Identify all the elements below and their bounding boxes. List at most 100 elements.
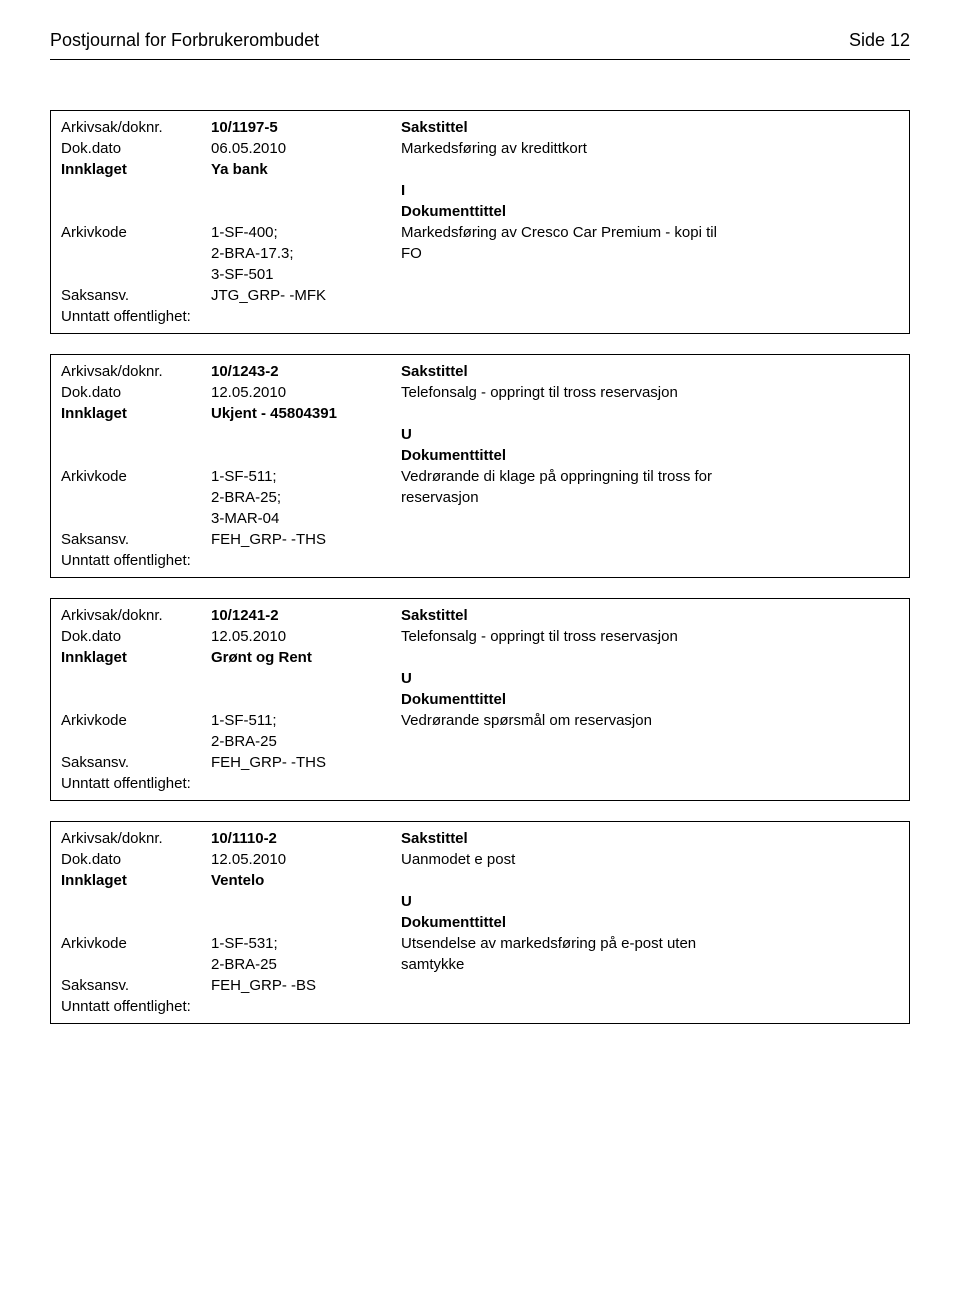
- dokumenttittel-value: samtykke: [401, 954, 899, 975]
- row-saksansv: Saksansv. FEH_GRP- -THS: [61, 752, 899, 773]
- row-direction: I: [61, 180, 899, 201]
- row-direction: U: [61, 424, 899, 445]
- record: Arkivsak/doknr. 10/1243-2 SakstittelDok.da…: [50, 354, 910, 578]
- row-saksansv: Saksansv.FEH_GRP- -THS: [61, 529, 899, 550]
- row-arkivsak: Arkivsak/doknr. 10/1197-5 Sakstittel: [61, 117, 899, 138]
- dokumenttittel-value: reservasjon: [401, 487, 899, 508]
- innklaget-value: Ventelo: [211, 870, 391, 891]
- sakstittel-value: Uanmodet e post: [401, 849, 899, 870]
- row-innklaget: Innklaget Ukjent - 45804391: [61, 403, 899, 424]
- row-arkivkode: 3-SF-501: [61, 264, 899, 285]
- row-arkivsak: Arkivsak/doknr. 10/1243-2 Sakstittel: [61, 361, 899, 382]
- dokumenttittel-label: Dokumenttittel: [401, 912, 899, 933]
- row-direction: U: [61, 668, 899, 689]
- innklaget-label: Innklaget: [61, 403, 201, 424]
- row-direction: U: [61, 891, 899, 912]
- arkivkode-value: 2-BRA-17.3;: [211, 243, 391, 264]
- row-arkivsak: Arkivsak/doknr.10/1241-2Sakstittel: [61, 605, 899, 626]
- records-container: Arkivsak/doknr.10/1197-5SakstittelDok.da…: [50, 110, 910, 1024]
- arkivkode-value: 1-SF-400;: [211, 222, 391, 243]
- unntatt-label: Unntatt offentlighet:: [61, 996, 899, 1017]
- dokumenttittel-label: Dokumenttittel: [401, 445, 899, 466]
- sakstittel-label: Sakstittel: [401, 117, 899, 138]
- page-number: Side 12: [849, 30, 910, 51]
- dokdato-value: 12.05.2010: [211, 849, 391, 870]
- arkivkode-value: 3-SF-501: [211, 264, 391, 285]
- dokumenttittel-value: FO: [401, 243, 899, 264]
- arkivkode-value: 2-BRA-25: [211, 731, 391, 752]
- saksansv-value: FEH_GRP- -THS: [211, 752, 391, 773]
- sakstittel-label: Sakstittel: [401, 361, 899, 382]
- direction: U: [401, 668, 899, 689]
- arkivsak-label: Arkivsak/doknr.: [61, 361, 201, 382]
- arkivkode-value: 2-BRA-25: [211, 954, 391, 975]
- row-dokumenttittel-label: Dokumenttittel: [61, 912, 899, 933]
- header-title: Postjournal for Forbrukerombudet: [50, 30, 319, 51]
- innklaget-value: Ukjent - 45804391: [211, 403, 391, 424]
- row-arkivkode: 2-BRA-25: [61, 731, 899, 752]
- arkivsak-label: Arkivsak/doknr.: [61, 605, 201, 626]
- arkivsak-value: 10/1197-5: [211, 117, 391, 138]
- dokdato-label: Dok.dato: [61, 138, 201, 159]
- dokdato-value: 12.05.2010: [211, 382, 391, 403]
- arkivsak-value: 10/1243-2: [211, 361, 391, 382]
- dokdato-label: Dok.dato: [61, 626, 201, 647]
- row-unntatt: Unntatt offentlighet:: [61, 773, 899, 794]
- innklaget-label: Innklaget: [61, 870, 201, 891]
- row-arkivkode: 2-BRA-25 samtykke: [61, 954, 899, 975]
- page-header: Postjournal for Forbrukerombudet Side 12: [50, 30, 910, 51]
- row-dokdato: Dok.dato 12.05.2010 Uanmodet e post: [61, 849, 899, 870]
- innklaget-label: Innklaget: [61, 647, 201, 668]
- row-innklaget: Innklaget Grønt og Rent: [61, 647, 899, 668]
- row-dokdato: Dok.dato12.05.2010Telefonsalg - oppringt…: [61, 626, 899, 647]
- unntatt-label: Unntatt offentlighet:: [61, 773, 899, 794]
- direction: I: [401, 180, 899, 201]
- header-rule: [50, 59, 910, 60]
- arkivkode-label: Arkivkode: [61, 466, 201, 487]
- dokumenttittel-value: Vedrørande di klage på oppringning til t…: [401, 466, 899, 487]
- row-saksansv: Saksansv. FEH_GRP- -BS: [61, 975, 899, 996]
- direction: U: [401, 424, 899, 445]
- row-unntatt: Unntatt offentlighet:: [61, 550, 899, 571]
- row-arkivkode: Arkivkode 1-SF-511; Vedrørande di klage på…: [61, 466, 899, 487]
- arkivkode-value: 1-SF-531;: [211, 933, 391, 954]
- row-innklaget: Innklaget Ya bank: [61, 159, 899, 180]
- row-dokdato: Dok.dato12.05.2010Telefonsalg - oppringt…: [61, 382, 899, 403]
- arkivsak-value: 10/1241-2: [211, 605, 391, 626]
- arkivkode-label: Arkivkode: [61, 222, 201, 243]
- row-innklaget: Innklaget Ventelo: [61, 870, 899, 891]
- saksansv-value: FEH_GRP- -BS: [211, 975, 391, 996]
- saksansv-label: Saksansv.: [61, 975, 201, 996]
- dokumenttittel-label: Dokumenttittel: [401, 689, 899, 710]
- innklaget-label: Innklaget: [61, 159, 201, 180]
- arkivkode-label: Arkivkode: [61, 933, 201, 954]
- dokumenttittel-value: Markedsføring av Cresco Car Premium - ko…: [401, 222, 899, 243]
- sakstittel-label: Sakstittel: [401, 828, 899, 849]
- arkivkode-value: 1-SF-511;: [211, 710, 391, 731]
- record: Arkivsak/doknr. 10/1197-5 Sakstittel Dok.da…: [50, 110, 910, 334]
- saksansv-label: Saksansv.: [61, 529, 201, 550]
- arkivsak-label: Arkivsak/doknr.: [61, 117, 201, 138]
- sakstittel-value: Telefonsalg - oppringt til tross reserva…: [401, 382, 899, 403]
- sakstittel-value: Markedsføring av kredittkort: [401, 138, 899, 159]
- dokumenttittel-value: Vedrørande spørsmål om reservasjon: [401, 710, 899, 731]
- row-arkivkode: Arkivkode1-SF-511;Vedrørande spørsmål om…: [61, 710, 899, 731]
- record: Arkivsak/doknr.10/1110-2SakstittelDok.da…: [50, 821, 910, 1024]
- arkivkode-value: 1-SF-511;: [211, 466, 391, 487]
- innklaget-value: Ya bank: [211, 159, 391, 180]
- dokumenttittel-label: Dokumenttittel: [401, 201, 899, 222]
- row-unntatt: Unntatt offentlighet:: [61, 306, 899, 327]
- row-dokumenttittel-label: Dokumenttittel: [61, 201, 899, 222]
- row-dokumenttittel-label: Dokumenttittel: [61, 445, 899, 466]
- innklaget-value: Grønt og Rent: [211, 647, 391, 668]
- saksansv-label: Saksansv.: [61, 752, 201, 773]
- arkivsak-label: Arkivsak/doknr.: [61, 828, 201, 849]
- saksansv-value: JTG_GRP- -MFK: [211, 285, 391, 306]
- row-dokumenttittel-label: Dokumenttittel: [61, 689, 899, 710]
- dokdato-label: Dok.dato: [61, 849, 201, 870]
- arkivsak-value: 10/1110-2: [211, 828, 391, 849]
- record: Arkivsak/doknr.10/1241-2SakstittelDok.da…: [50, 598, 910, 801]
- unntatt-label: Unntatt offentlighet:: [61, 306, 899, 327]
- row-arkivkode: 3-MAR-04: [61, 508, 899, 529]
- row-arkivsak: Arkivsak/doknr. 10/1110-2 Sakstittel: [61, 828, 899, 849]
